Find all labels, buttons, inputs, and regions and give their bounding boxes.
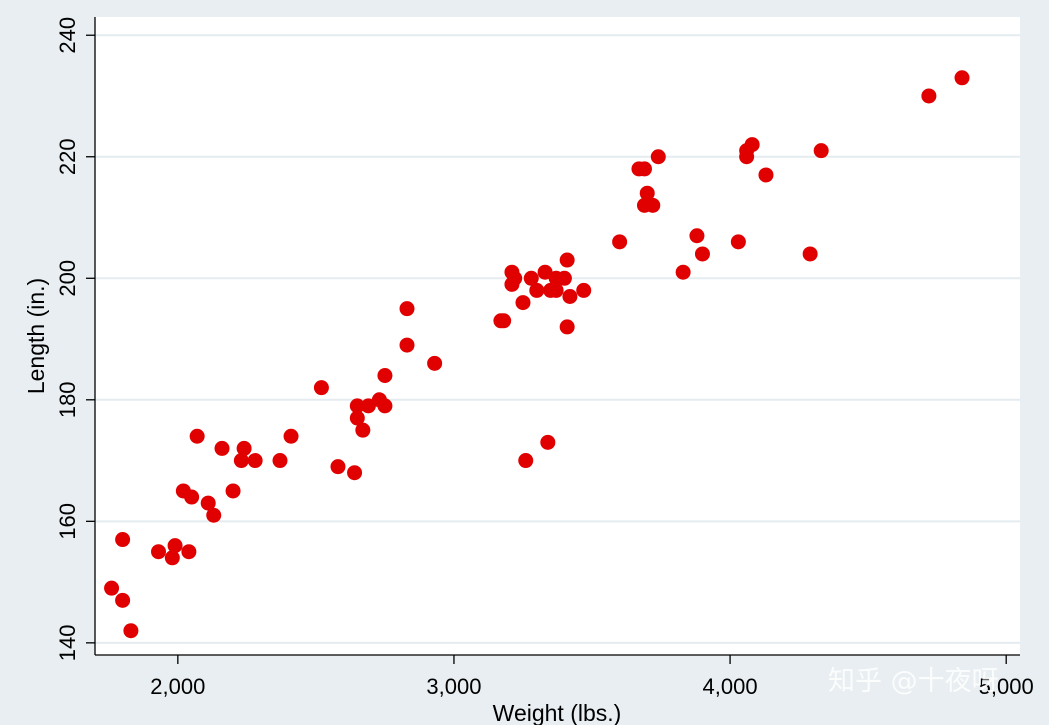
y-axis-ticks: 140 160 180 200 220 240 (55, 17, 95, 661)
y-tick-label-140: 140 (55, 624, 80, 661)
data-point (181, 544, 197, 560)
plot-area (95, 17, 1020, 655)
data-point (349, 410, 365, 426)
data-point (247, 453, 263, 469)
watermark-text: 知乎 @十夜呀 (828, 666, 999, 697)
data-point (236, 440, 252, 456)
data-point (399, 301, 415, 317)
data-point (559, 319, 575, 335)
x-axis-ticks: 2,000 3,000 4,000 5,000 (150, 655, 1034, 699)
data-point (200, 495, 216, 511)
data-point (556, 270, 572, 286)
x-tick-label-3000: 3,000 (426, 674, 481, 699)
data-point (636, 161, 652, 177)
data-point (921, 88, 937, 104)
data-point (184, 489, 200, 505)
data-point (576, 282, 592, 298)
data-point (612, 234, 628, 250)
data-point (744, 137, 760, 153)
x-tick-label-2000: 2,000 (150, 674, 205, 699)
data-point (639, 185, 655, 201)
data-point (313, 380, 329, 396)
data-point (347, 465, 363, 481)
data-point (559, 252, 575, 268)
data-point (167, 538, 183, 554)
data-point (650, 149, 666, 165)
data-point (507, 270, 523, 286)
data-point (540, 434, 556, 450)
y-tick-label-160: 160 (55, 503, 80, 540)
data-point (523, 270, 539, 286)
data-point (360, 398, 376, 414)
data-point (518, 453, 534, 469)
data-point (377, 367, 393, 383)
data-point (689, 228, 705, 244)
data-point (164, 550, 180, 566)
y-tick-label-220: 220 (55, 138, 80, 175)
data-point (377, 398, 393, 414)
data-point (758, 167, 774, 183)
data-point (562, 289, 578, 305)
data-point (496, 313, 512, 329)
y-tick-label-240: 240 (55, 17, 80, 54)
data-point (399, 337, 415, 353)
data-point (123, 623, 139, 639)
data-point (151, 544, 167, 560)
x-tick-label-4000: 4,000 (703, 674, 758, 699)
y-tick-label-180: 180 (55, 381, 80, 418)
data-point (802, 246, 818, 262)
data-point (427, 355, 443, 371)
data-point (225, 483, 241, 499)
data-point (548, 282, 564, 298)
data-point (283, 428, 299, 444)
data-point (813, 143, 829, 159)
x-axis-title: Weight (lbs.) (493, 700, 622, 725)
data-point (529, 282, 545, 298)
data-point (206, 507, 222, 523)
data-point (515, 295, 531, 311)
data-points (104, 70, 970, 639)
data-point (189, 428, 205, 444)
data-point (954, 70, 970, 86)
data-point (233, 453, 249, 469)
data-point (645, 197, 661, 213)
data-point (355, 422, 371, 438)
y-axis-title: Length (in.) (23, 278, 49, 394)
data-point (104, 580, 120, 596)
x-tick-label-5000: 5,000 (979, 674, 1034, 699)
data-point (115, 592, 131, 608)
data-point (730, 234, 746, 250)
data-point (272, 453, 288, 469)
data-point (675, 264, 691, 280)
data-point (694, 246, 710, 262)
data-point (115, 532, 131, 548)
data-point (537, 264, 553, 280)
data-point (330, 459, 346, 475)
data-point (349, 398, 365, 414)
data-point (214, 440, 230, 456)
y-tick-label-200: 200 (55, 260, 80, 297)
